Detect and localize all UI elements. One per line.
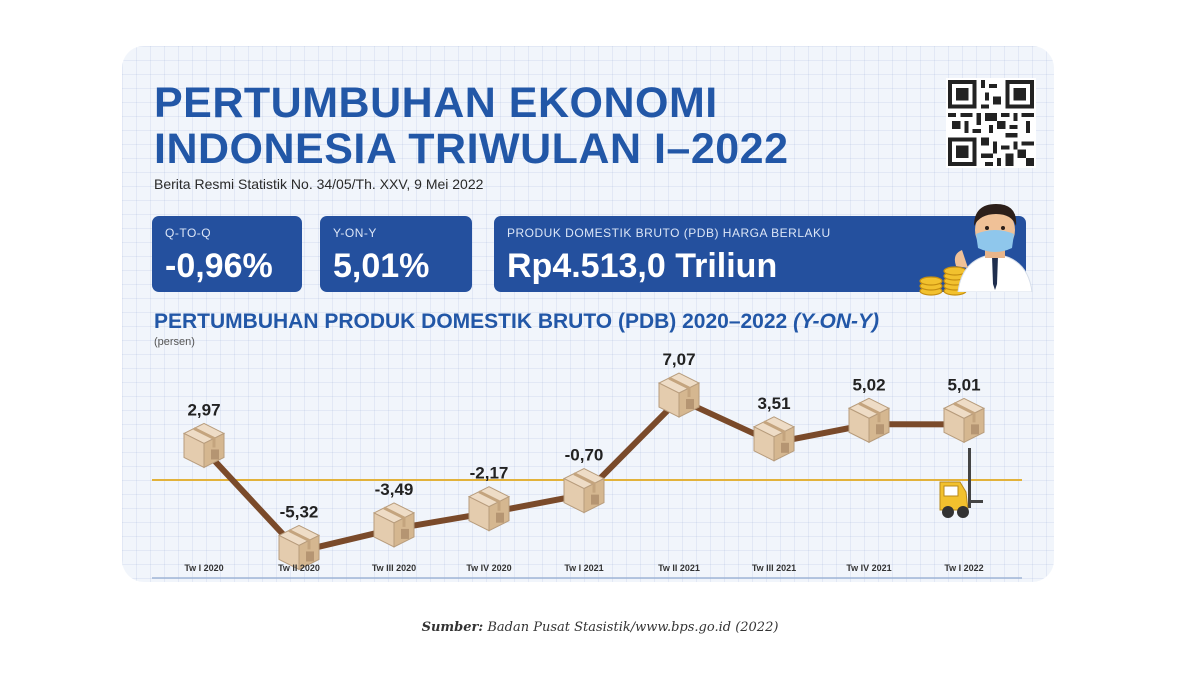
value-label: 2,97 — [187, 400, 220, 419]
cardboard-box-icon — [182, 422, 226, 469]
cardboard-box-icon — [847, 397, 891, 444]
pdb-label: PRODUK DOMESTIK BRUTO (PDB) HARGA BERLAK… — [507, 226, 831, 240]
value-label: 5,01 — [947, 375, 980, 394]
category-label: Tw III 2020 — [372, 563, 416, 573]
source-text: Badan Pusat Stasistik/www.bps.go.id (202… — [487, 620, 779, 635]
value-label: -0,70 — [565, 446, 604, 465]
category-label: Tw I 2020 — [184, 563, 223, 573]
yony-value: 5,01% — [333, 247, 430, 285]
chart-title: PERTUMBUHAN PRODUK DOMESTIK BRUTO (PDB) … — [154, 310, 879, 334]
main-title: PERTUMBUHAN EKONOMI INDONESIA TRIWULAN I… — [154, 80, 789, 172]
category-label: Tw I 2021 — [564, 563, 603, 573]
qtoq-label: Q-TO-Q — [165, 226, 212, 240]
qtoq-value: -0,96% — [165, 247, 273, 285]
value-label: 5,02 — [852, 375, 885, 394]
cardboard-box-icon — [467, 486, 511, 532]
yony-label: Y-ON-Y — [333, 226, 377, 240]
value-label: -3,49 — [375, 480, 414, 499]
chart-title-suffix: (Y-ON-Y) — [793, 310, 880, 333]
infographic-card: PERTUMBUHAN EKONOMI INDONESIA TRIWULAN I… — [122, 46, 1054, 582]
gdp-growth-line-chart: 2,97 Tw I 2020 -5,32 Tw II 2020 -3,49 Tw III … — [152, 350, 1022, 579]
source-note: Sumber: Badan Pusat Stasistik/www.bps.go… — [0, 620, 1200, 635]
source-label: Sumber: — [421, 620, 484, 635]
masked-officer-icon — [954, 204, 1033, 292]
cardboard-box-icon — [372, 502, 416, 548]
value-label: -5,32 — [280, 502, 319, 521]
cardboard-box-icon — [657, 372, 701, 418]
value-label: 3,51 — [757, 394, 790, 413]
pdb-box: PRODUK DOMESTIK BRUTO (PDB) HARGA BERLAK… — [494, 216, 1026, 292]
category-label: Tw III 2021 — [752, 563, 796, 573]
category-label: Tw IV 2020 — [466, 563, 511, 573]
cardboard-box-icon — [942, 397, 986, 444]
value-label: -2,17 — [470, 464, 509, 483]
forklift-icon — [939, 448, 983, 518]
subtitle: Berita Resmi Statistik No. 34/05/Th. XXV… — [154, 176, 484, 192]
category-label: Tw II 2021 — [658, 563, 700, 573]
cardboard-box-icon — [277, 524, 321, 571]
cardboard-box-icon — [562, 468, 606, 514]
yony-box: Y-ON-Y 5,01% — [320, 216, 472, 292]
qr-code-icon — [948, 80, 1034, 166]
cardboard-box-icon — [752, 416, 796, 462]
title-line-1: PERTUMBUHAN EKONOMI — [154, 79, 718, 127]
qtoq-box: Q-TO-Q -0,96% — [152, 216, 302, 292]
pdb-value: Rp4.513,0 Triliun — [507, 247, 778, 285]
category-label: Tw II 2020 — [278, 563, 320, 573]
title-line-2: INDONESIA TRIWULAN I–2022 — [154, 125, 789, 173]
value-label: 7,07 — [662, 350, 695, 369]
category-label: Tw IV 2021 — [846, 563, 891, 573]
category-label: Tw I 2022 — [944, 563, 983, 573]
chart-title-main: PERTUMBUHAN PRODUK DOMESTIK BRUTO (PDB) … — [154, 310, 788, 333]
y-unit-label: (persen) — [154, 336, 195, 348]
